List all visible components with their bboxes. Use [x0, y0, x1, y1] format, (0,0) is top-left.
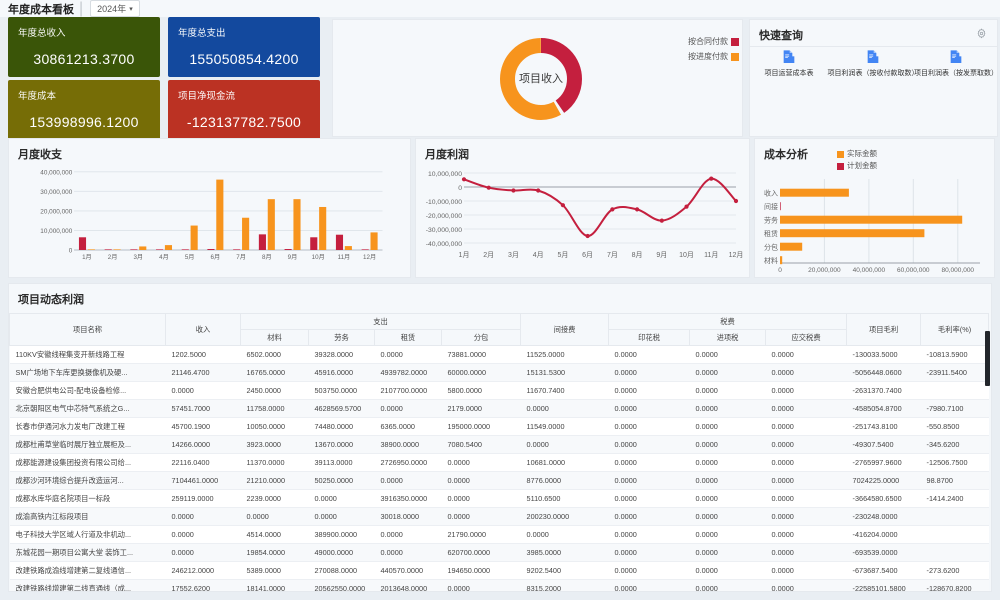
svg-text:1月: 1月	[459, 251, 470, 259]
svg-text:20,000,000: 20,000,000	[40, 209, 72, 216]
svg-text:0: 0	[778, 267, 782, 274]
svg-text:3月: 3月	[508, 251, 519, 259]
svg-text:9月: 9月	[288, 254, 298, 261]
svg-text:9月: 9月	[656, 251, 667, 259]
svg-text:-30,000,000: -30,000,000	[426, 227, 463, 234]
svg-text:1月: 1月	[82, 254, 92, 261]
svg-text:间接: 间接	[764, 202, 778, 211]
svg-text:8月: 8月	[262, 254, 272, 261]
svg-text:2月: 2月	[483, 251, 494, 259]
svg-text:劳务: 劳务	[764, 216, 778, 225]
svg-text:租赁: 租赁	[764, 229, 778, 238]
svg-text:10,000,000: 10,000,000	[40, 228, 72, 235]
svg-text:40,000,000: 40,000,000	[853, 267, 886, 274]
svg-text:12月: 12月	[363, 254, 376, 261]
svg-text:60,000,000: 60,000,000	[897, 267, 930, 274]
svg-text:8月: 8月	[632, 251, 643, 259]
svg-text:-40,000,000: -40,000,000	[426, 241, 463, 248]
svg-text:5月: 5月	[185, 254, 195, 261]
svg-text:分包: 分包	[764, 243, 778, 252]
svg-text:0: 0	[458, 185, 462, 192]
svg-text:7月: 7月	[607, 251, 618, 259]
svg-text:7月: 7月	[236, 254, 246, 261]
svg-text:11月: 11月	[704, 251, 718, 259]
svg-text:10,000,000: 10,000,000	[428, 171, 462, 178]
svg-text:项目收入: 项目收入	[519, 71, 563, 85]
svg-text:10月: 10月	[679, 251, 694, 259]
svg-text:5月: 5月	[557, 251, 568, 259]
svg-text:11月: 11月	[338, 254, 351, 261]
svg-text:40,000,000: 40,000,000	[40, 169, 72, 176]
svg-text:20,000,000: 20,000,000	[808, 267, 841, 274]
svg-text:6月: 6月	[582, 251, 593, 259]
svg-text:收入: 收入	[764, 189, 778, 198]
svg-text:3月: 3月	[133, 254, 143, 261]
svg-text:80,000,000: 80,000,000	[942, 267, 975, 274]
svg-text:4月: 4月	[159, 254, 169, 261]
svg-text:材料: 材料	[764, 256, 778, 265]
svg-text:0: 0	[69, 248, 73, 255]
svg-text:2月: 2月	[108, 254, 118, 261]
svg-text:-10,000,000: -10,000,000	[426, 199, 463, 206]
svg-text:30,000,000: 30,000,000	[40, 189, 72, 196]
svg-text:-20,000,000: -20,000,000	[426, 213, 463, 220]
svg-text:12月: 12月	[729, 251, 744, 259]
svg-text:10月: 10月	[312, 254, 325, 261]
svg-text:6月: 6月	[211, 254, 221, 261]
svg-text:4月: 4月	[533, 251, 544, 259]
